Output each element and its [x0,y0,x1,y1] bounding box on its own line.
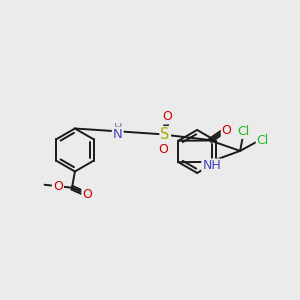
Text: Cl: Cl [238,125,250,138]
Text: O: O [53,180,63,193]
Text: O: O [162,110,172,123]
Text: S: S [160,127,170,142]
Text: O: O [222,124,232,137]
Text: O: O [158,143,168,156]
Text: NH: NH [202,160,221,172]
Text: O: O [82,188,92,201]
Text: O: O [53,179,63,192]
Text: H: H [114,123,122,133]
Text: Cl: Cl [256,134,269,147]
Text: N: N [113,128,123,141]
